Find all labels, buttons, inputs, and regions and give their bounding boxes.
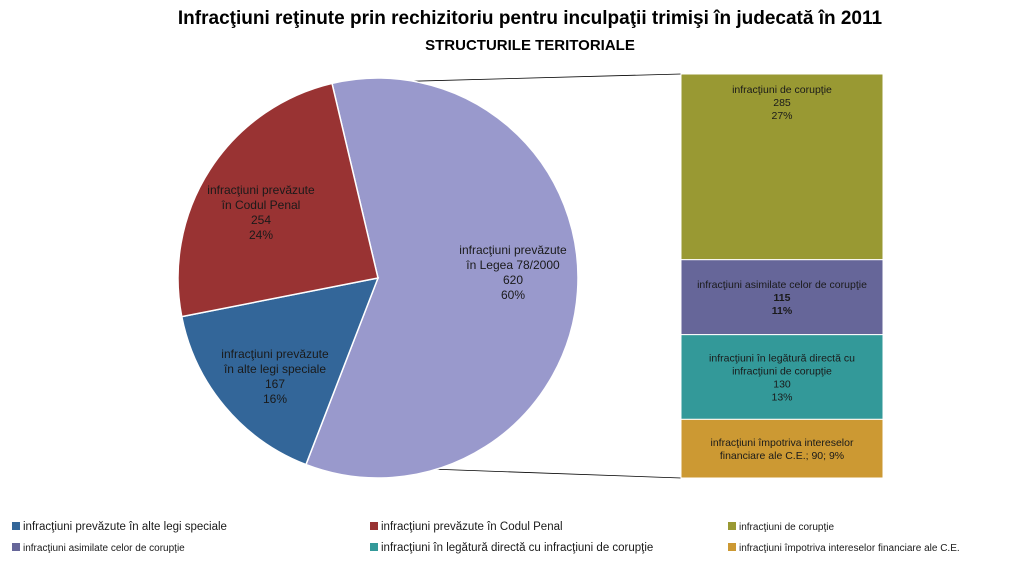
legend-label: infracţiuni în legătură directă cu infra… bbox=[381, 542, 653, 554]
bar-segment-coruptie bbox=[680, 73, 884, 261]
pie-label-penal: 24% bbox=[249, 228, 273, 242]
bar-label-coruptie: 27% bbox=[771, 110, 792, 122]
legend-swatch bbox=[728, 522, 736, 530]
pie-label-alte: infracţiuni prevăzute bbox=[221, 347, 329, 361]
pie-label-penal: infracţiuni prevăzute bbox=[207, 183, 315, 197]
legend-swatch bbox=[370, 522, 378, 530]
pie-label-penal: în Codul Penal bbox=[221, 198, 301, 212]
legend-swatch bbox=[12, 522, 20, 530]
pie-label-legea: în Legea 78/2000 bbox=[465, 258, 560, 272]
bar-label-interese: financiare ale C.E.; 90; 9% bbox=[720, 450, 844, 462]
pie-label-alte: 16% bbox=[263, 392, 287, 406]
bar-label-legatura: infracţiuni în legătură directă cu bbox=[709, 353, 855, 365]
legend-label: infracţiuni de corupţie bbox=[739, 522, 834, 533]
pie-label-alte: 167 bbox=[265, 377, 285, 391]
stacked-bar: infracţiuni de corupţie28527%infracţiuni… bbox=[680, 73, 884, 479]
legend-swatch bbox=[370, 543, 378, 551]
pie-label-legea: infracţiuni prevăzute bbox=[459, 243, 567, 257]
bar-label-interese: infracţiuni împotriva intereselor bbox=[711, 437, 854, 449]
bar-label-asimilate: 115 bbox=[774, 292, 791, 304]
pie-slice-penal bbox=[177, 82, 379, 318]
bar-label-asimilate: 11% bbox=[772, 305, 793, 317]
pie-slice-legea bbox=[304, 77, 579, 479]
bar-label-coruptie: infracţiuni de corupţie bbox=[732, 84, 832, 96]
bar-label-legatura: infracţiuni de corupţie bbox=[732, 366, 832, 378]
pie-label-alte: în alte legi speciale bbox=[223, 362, 326, 376]
pie-slice-alte bbox=[180, 277, 380, 466]
pie-label-legea: 60% bbox=[501, 288, 525, 302]
pie-label-legea: 620 bbox=[503, 273, 523, 287]
bar-segment-interese bbox=[680, 418, 884, 479]
bar-label-asimilate: infracţiuni asimilate celor de corupţie bbox=[697, 279, 867, 291]
bar-label-legatura: 13% bbox=[771, 392, 792, 404]
legend-label: infracţiuni împotriva intereselor financ… bbox=[739, 543, 960, 554]
legend-label: infracţiuni asimilate celor de corupţie bbox=[23, 543, 185, 554]
legend-swatch bbox=[728, 543, 736, 551]
bar-label-legatura: 130 bbox=[773, 379, 791, 391]
bar-label-coruptie: 285 bbox=[773, 97, 791, 109]
chart-subtitle: STRUCTURILE TERITORIALE bbox=[425, 37, 635, 54]
legend-label: infracţiuni prevăzute în alte legi speci… bbox=[23, 521, 227, 533]
legend: infracţiuni prevăzute în alte legi speci… bbox=[12, 521, 960, 554]
pie-label-penal: 254 bbox=[251, 213, 271, 227]
chart-title: Infracţiuni reţinute prin rechizitoriu p… bbox=[178, 8, 883, 29]
legend-swatch bbox=[12, 543, 20, 551]
legend-label: infracţiuni prevăzute în Codul Penal bbox=[381, 521, 563, 533]
